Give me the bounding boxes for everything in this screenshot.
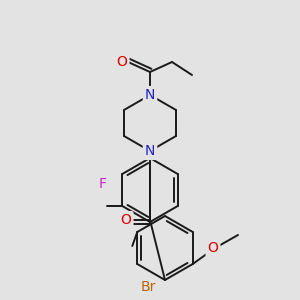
Text: O: O	[121, 213, 131, 227]
Text: O: O	[117, 55, 128, 69]
Text: N: N	[145, 144, 155, 158]
Text: O: O	[208, 241, 218, 255]
Text: F: F	[99, 177, 107, 191]
Text: Br: Br	[140, 280, 156, 294]
Text: N: N	[145, 88, 155, 102]
